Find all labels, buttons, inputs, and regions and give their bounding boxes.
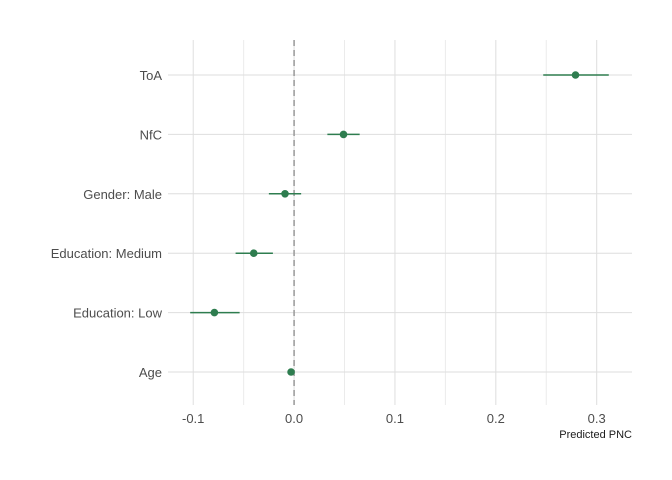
point-estimate (339, 130, 348, 139)
major-gridlines (168, 40, 632, 405)
point-estimate (287, 368, 295, 376)
x-axis-tick-label: 0.0 (285, 411, 303, 426)
point-estimates (210, 71, 580, 376)
y-axis-label: Education: Low (73, 306, 163, 321)
x-axis-tick-label: 0.3 (588, 411, 606, 426)
x-axis-tick-label: -0.1 (182, 411, 204, 426)
point-estimate (571, 71, 580, 79)
x-axis-tick-labels: -0.1 0.0 0.1 0.2 0.3 (182, 411, 606, 426)
y-axis-label: ToA (140, 68, 163, 83)
point-estimate (210, 308, 219, 317)
minor-gridlines (243, 40, 547, 405)
y-axis-label: Gender: Male (83, 187, 162, 202)
point-estimate (249, 249, 258, 257)
y-axis-label: Age (139, 365, 162, 380)
x-axis-title: Predicted PNC (559, 429, 632, 441)
x-axis-tick-label: 0.2 (487, 411, 505, 426)
y-axis-label: NfC (140, 127, 162, 142)
point-estimate (281, 190, 289, 198)
y-axis-labels: ToA NfC Gender: Male Education: Medium Educa… (51, 68, 163, 380)
y-axis-label: Education: Medium (51, 246, 162, 261)
x-axis-tick-label: 0.1 (386, 411, 404, 426)
